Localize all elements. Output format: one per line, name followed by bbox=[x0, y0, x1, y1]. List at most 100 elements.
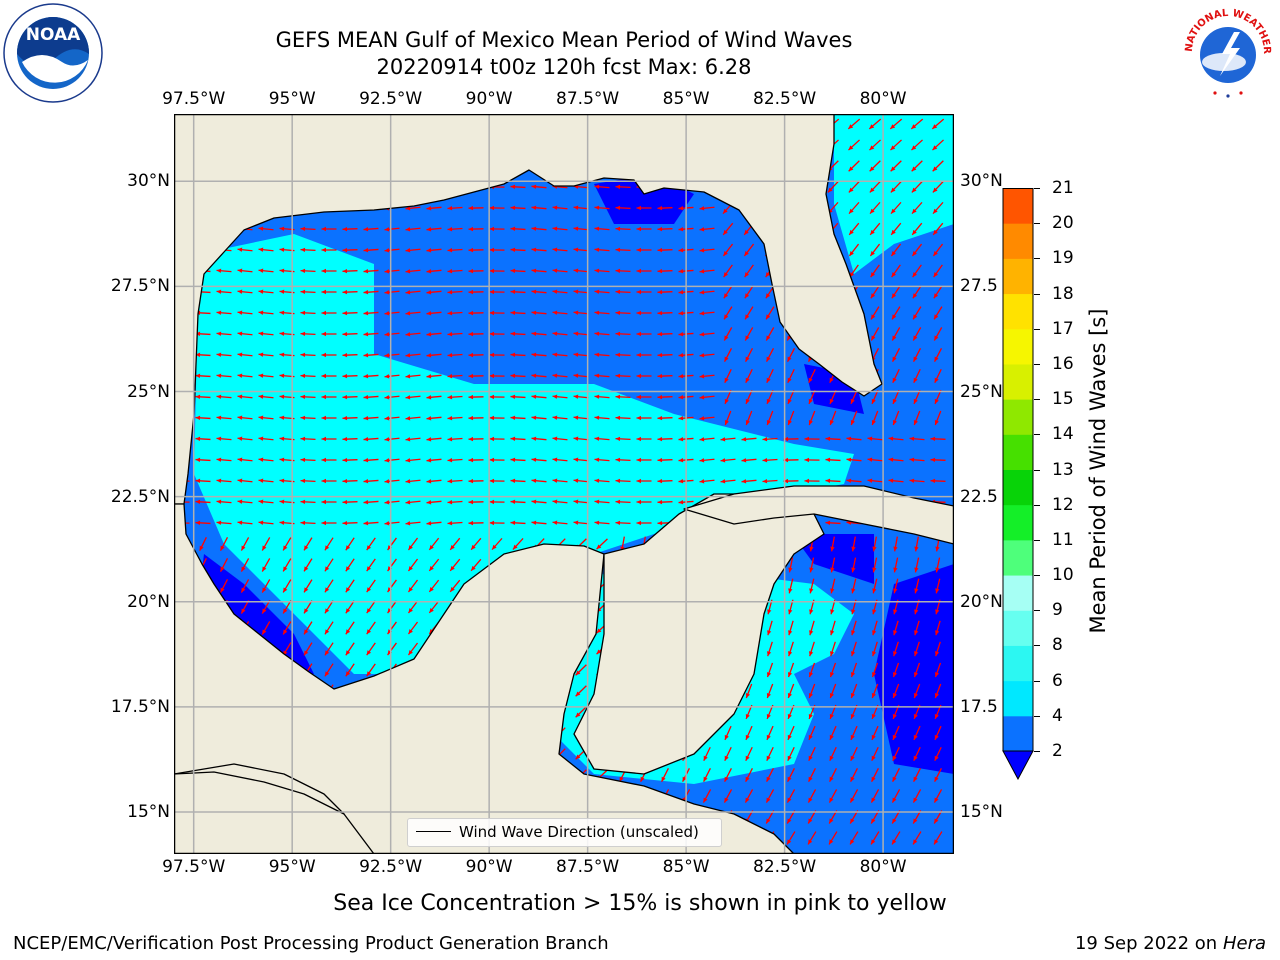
wave-direction-arrowhead bbox=[745, 776, 750, 782]
wave-direction-arrowhead bbox=[237, 478, 243, 483]
wave-direction-arrowhead bbox=[363, 290, 369, 295]
wave-direction-arrowhead bbox=[384, 416, 390, 421]
wave-direction-arrowhead bbox=[384, 437, 390, 442]
wave-direction-arrowhead bbox=[766, 419, 771, 425]
wave-direction-arrowhead bbox=[848, 124, 854, 129]
wave-direction-arrowhead bbox=[405, 332, 411, 337]
wave-direction-arrowhead bbox=[766, 398, 771, 404]
wave-direction-arrowhead bbox=[279, 352, 285, 357]
wave-direction-arrowhead bbox=[237, 415, 243, 420]
wave-direction-arrowhead bbox=[405, 437, 411, 442]
wave-direction-arrowhead bbox=[216, 457, 222, 462]
wave-direction-arrowhead bbox=[258, 457, 264, 462]
wave-direction-arrowhead bbox=[787, 335, 792, 341]
wave-direction-arrowhead bbox=[787, 713, 792, 719]
wave-direction-arrowhead bbox=[678, 353, 684, 358]
wave-direction-arrowhead bbox=[723, 208, 728, 214]
wave-direction-arrowhead bbox=[872, 588, 877, 594]
lon-tick-label-top: 82.5°W bbox=[753, 89, 817, 109]
wave-direction-arrowhead bbox=[636, 205, 642, 211]
wave-direction-arrowhead bbox=[279, 331, 285, 336]
wave-direction-arrowhead bbox=[300, 226, 306, 232]
wave-direction-arrowhead bbox=[304, 545, 309, 551]
wave-direction-arrowhead bbox=[450, 544, 455, 550]
lon-tick-label-bottom: 90°W bbox=[465, 857, 513, 877]
wave-direction-arrowhead bbox=[935, 609, 940, 615]
wave-direction-arrowhead bbox=[913, 734, 918, 740]
lon-tick-label-bottom: 85°W bbox=[662, 857, 710, 877]
wave-direction-arrowhead bbox=[279, 499, 285, 504]
wave-direction-arrowhead bbox=[384, 500, 390, 505]
wave-direction-arrowhead bbox=[468, 499, 474, 505]
wave-direction-arrowhead bbox=[220, 545, 225, 551]
wave-direction-arrowhead bbox=[850, 776, 855, 782]
wave-direction-arrowhead bbox=[300, 520, 306, 526]
wave-direction-arrowhead bbox=[911, 145, 917, 151]
wave-direction-arrowhead bbox=[699, 437, 705, 442]
wave-direction-arrowhead bbox=[909, 457, 915, 462]
wave-direction-arrowhead bbox=[510, 247, 516, 252]
lon-tick-label-bottom: 87.5°W bbox=[556, 857, 620, 877]
wave-direction-arrowhead bbox=[636, 289, 642, 295]
wave-direction-arrowhead bbox=[892, 314, 897, 320]
wave-direction-arrowhead bbox=[762, 458, 768, 463]
colorbar-segment bbox=[1003, 575, 1033, 611]
wave-direction-arrowhead bbox=[913, 693, 918, 699]
wave-direction-arrowhead bbox=[573, 226, 579, 231]
wave-direction-arrowhead bbox=[766, 797, 771, 803]
wave-direction-arrowhead bbox=[283, 629, 288, 635]
wave-direction-arrowhead bbox=[913, 797, 918, 803]
wave-direction-arrowhead bbox=[447, 248, 453, 253]
wave-direction-arrowhead bbox=[829, 713, 834, 719]
wave-direction-arrowhead bbox=[850, 713, 855, 719]
wave-direction-arrowhead bbox=[913, 398, 918, 404]
wave-direction-arrowhead bbox=[912, 293, 918, 299]
wave-direction-arrowhead bbox=[195, 478, 201, 483]
wave-direction-arrowhead bbox=[766, 693, 771, 699]
colorbar-segment bbox=[1003, 680, 1033, 717]
wave-direction-arrowhead bbox=[363, 416, 369, 421]
wave-direction-arrowhead bbox=[744, 272, 750, 278]
wave-direction-arrowhead bbox=[787, 672, 793, 678]
wave-direction-arrowhead bbox=[724, 734, 729, 740]
wave-direction-arrowhead bbox=[279, 436, 285, 441]
wave-direction-arrowhead bbox=[216, 268, 222, 273]
wave-direction-arrowhead bbox=[447, 269, 453, 274]
legend-label: Wind Wave Direction (unscaled) bbox=[459, 823, 699, 841]
wave-direction-arrowhead bbox=[745, 398, 750, 404]
colorbar-segment bbox=[1003, 399, 1033, 435]
wave-direction-arrowhead bbox=[324, 587, 330, 593]
wave-direction-arrowhead bbox=[262, 545, 267, 551]
wave-direction-arrowhead bbox=[220, 566, 225, 572]
wave-direction-arrowhead bbox=[913, 377, 918, 383]
wave-direction-arrowhead bbox=[384, 227, 390, 232]
wave-direction-arrowhead bbox=[447, 290, 453, 295]
wave-direction-arrowhead bbox=[492, 544, 497, 550]
wave-direction-arrowhead bbox=[934, 377, 939, 383]
colorbar-tick-mark bbox=[1034, 680, 1040, 682]
wave-direction-arrowhead bbox=[615, 268, 621, 274]
wave-direction-arrowhead bbox=[575, 670, 581, 676]
wave-direction-arrowhead bbox=[766, 335, 771, 341]
wave-direction-arrowhead bbox=[892, 797, 897, 803]
wave-direction-arrowhead bbox=[892, 818, 897, 824]
wave-direction-arrowhead bbox=[892, 377, 897, 383]
wave-direction-arrowhead bbox=[405, 353, 411, 358]
wave-direction-arrowhead bbox=[745, 755, 750, 761]
wave-direction-arrowhead bbox=[426, 227, 432, 232]
wave-direction-arrowhead bbox=[363, 479, 369, 484]
wave-direction-arrowhead bbox=[934, 797, 939, 803]
wave-direction-arrowhead bbox=[366, 671, 372, 677]
wave-direction-arrowhead bbox=[636, 394, 642, 400]
wave-direction-arrowhead bbox=[405, 416, 411, 421]
wave-direction-arrowhead bbox=[808, 377, 813, 383]
wave-direction-arrowhead bbox=[891, 293, 897, 299]
wave-direction-arrowhead bbox=[387, 566, 392, 572]
wave-direction-arrowhead bbox=[699, 416, 705, 421]
wave-direction-arrowhead bbox=[258, 310, 264, 315]
wave-direction-arrowhead bbox=[408, 566, 413, 571]
land-mexico bbox=[174, 503, 795, 854]
wave-direction-arrowhead bbox=[363, 395, 369, 400]
wave-direction-arrowhead bbox=[237, 247, 243, 252]
wave-direction-arrowhead bbox=[766, 734, 771, 740]
